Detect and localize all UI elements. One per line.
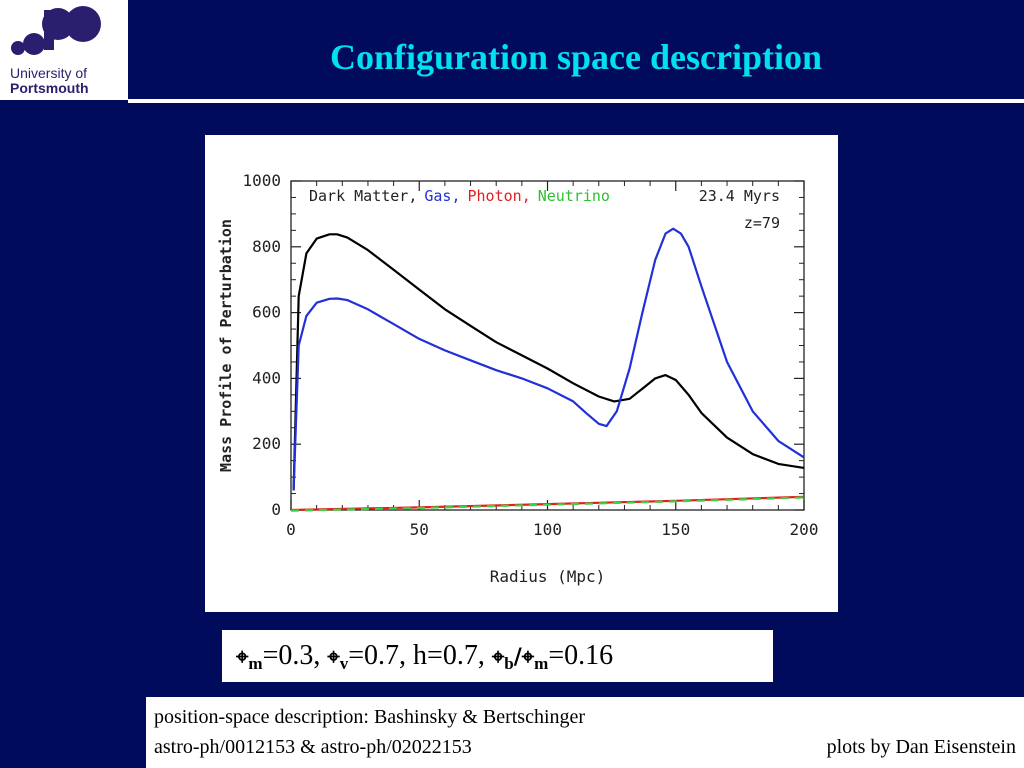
logo-text-line1: University of: [10, 65, 88, 81]
logo-text-line2: Portsmouth: [10, 80, 89, 96]
legend-photon: Photon: [468, 187, 522, 205]
title-divider: [128, 99, 1024, 103]
time-annotation: 23.4 Myrs: [699, 187, 780, 205]
legend-separator: ,: [408, 187, 417, 205]
omega-v-subscript: v: [339, 654, 349, 673]
x-axis-label: Radius (Mpc): [490, 567, 606, 586]
omega-v-value: =0.7, h=0.7,: [348, 640, 492, 671]
omega-m-symbol: ⌖: [236, 645, 249, 670]
x-tick-label: 150: [661, 520, 690, 539]
omega-v-symbol: ⌖: [327, 645, 340, 670]
omega-b-subscript: b: [504, 654, 514, 673]
x-tick-label: 100: [533, 520, 562, 539]
y-tick-label: 600: [252, 303, 281, 322]
chart-panel: 0 50 100 150 200 0 200 400 600 800 1000 Mass Profi…: [205, 135, 838, 612]
series-gas: [292, 227, 805, 491]
x-tick-label: 200: [790, 520, 819, 539]
chart-legend: Dark Matter, Gas, Photon, Neutrino: [309, 187, 610, 205]
omega-m2-symbol: ⌖: [521, 645, 535, 670]
reference-line-2: astro-ph/0012153 & astro-ph/02022153: [154, 736, 472, 758]
plot-layer: 0 50 100 150 200 0 200 400 600 800 1000: [242, 171, 818, 539]
y-axis-label: Mass Profile of Perturbation: [217, 219, 235, 472]
slide-title: Configuration space description: [329, 37, 822, 77]
omega-m-value: =0.3,: [262, 640, 328, 671]
y-tick-label: 200: [252, 434, 281, 453]
series-dark-matter: [292, 233, 805, 491]
redshift-annotation: z=79: [744, 214, 780, 232]
mass-profile-chart: 0 50 100 150 200 0 200 400 600 800 1000 Mass Profi…: [217, 171, 818, 586]
series-neutrino: [290, 496, 805, 512]
y-tick-label: 1000: [242, 171, 281, 190]
y-tick-label: 800: [252, 237, 281, 256]
omega-m2-subscript: m: [534, 654, 549, 673]
legend-dark-matter: Dark Matter: [309, 187, 408, 205]
ratio-slash: /: [513, 645, 522, 670]
legend-separator: ,: [451, 187, 460, 205]
plot-frame: [290, 180, 805, 511]
credits-box: position-space description: Bashinsky & …: [146, 697, 1024, 768]
legend-gas: Gas: [424, 187, 451, 205]
legend-separator: ,: [522, 187, 531, 205]
omega-ratio-value: =0.16: [548, 640, 614, 671]
omega-b-symbol: ⌖: [491, 645, 505, 670]
y-tick-label: 400: [252, 368, 281, 387]
plot-credit: plots by Dan Eisenstein: [826, 736, 1016, 758]
logo-mark: [11, 6, 101, 55]
legend-neutrino: Neutrino: [538, 187, 610, 205]
cosmology-parameters: ⌖m=0.3, ⌖v=0.7, h=0.7, ⌖b/⌖m=0.16: [222, 630, 773, 682]
omega-m-subscript: m: [248, 654, 263, 673]
y-tick-label: 0: [271, 500, 281, 519]
x-tick-label: 0: [286, 520, 296, 539]
university-logo: University of Portsmouth: [0, 0, 128, 100]
reference-line-1: position-space description: Bashinsky & …: [154, 706, 586, 728]
x-tick-label: 50: [410, 520, 429, 539]
